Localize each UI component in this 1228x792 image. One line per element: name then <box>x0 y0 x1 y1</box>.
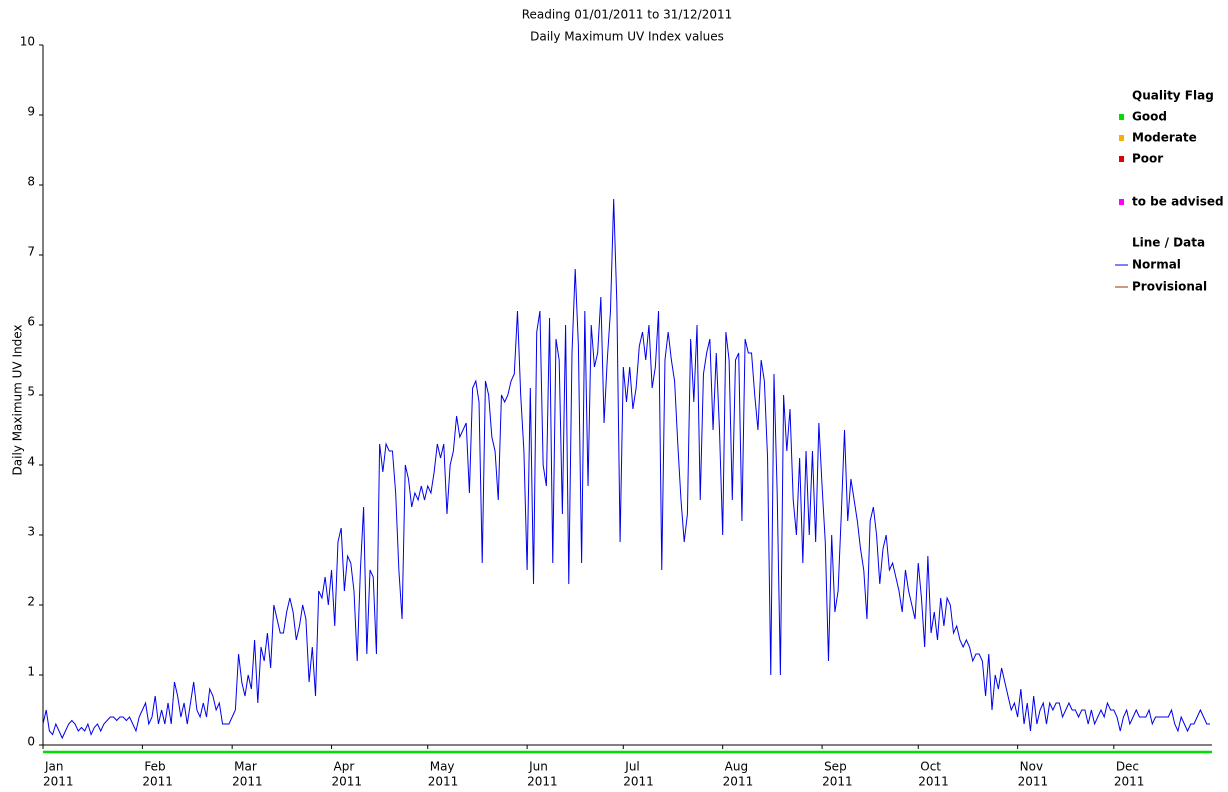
legend-swatch <box>1119 114 1124 120</box>
legend-label: Normal <box>1132 258 1181 272</box>
y-tick-label: 4 <box>27 455 35 469</box>
y-axis-label: Daily Maximum UV Index <box>11 325 25 476</box>
x-tick-label: 2011 <box>142 775 173 789</box>
legend-label: Good <box>1132 110 1167 124</box>
x-tick-label: 2011 <box>43 775 74 789</box>
legend-title: Quality Flag <box>1132 89 1214 103</box>
x-tick-label: 2011 <box>723 775 754 789</box>
data-line <box>42 198 1210 740</box>
x-tick-label: May <box>430 760 455 774</box>
y-tick-label: 1 <box>27 665 35 679</box>
x-tick-label: Jul <box>624 760 639 774</box>
y-tick-label: 3 <box>27 525 35 539</box>
legend-label: Moderate <box>1132 131 1197 145</box>
x-tick-label: 2011 <box>527 775 558 789</box>
legend-title: Line / Data <box>1132 236 1205 250</box>
x-tick-label: 2011 <box>822 775 853 789</box>
x-tick-label: 2011 <box>232 775 263 789</box>
x-tick-label: Jun <box>528 760 548 774</box>
x-tick-label: Mar <box>234 760 257 774</box>
y-tick-label: 9 <box>27 105 35 119</box>
x-tick-label: Feb <box>144 760 165 774</box>
y-tick-label: 5 <box>27 385 35 399</box>
x-tick-label: Apr <box>334 760 355 774</box>
legend-label: to be advised <box>1132 195 1224 209</box>
x-tick-label: Aug <box>725 760 748 774</box>
y-tick-label: 7 <box>27 245 35 259</box>
legend-swatch <box>1119 199 1124 205</box>
x-tick-label: 2011 <box>623 775 654 789</box>
legend-label: Provisional <box>1132 280 1207 294</box>
y-tick-label: 10 <box>20 35 35 49</box>
x-tick-label: Oct <box>920 760 941 774</box>
x-tick-label: Nov <box>1020 760 1043 774</box>
chart-title: Reading 01/01/2011 to 31/12/2011 <box>522 8 733 22</box>
legend-swatch <box>1119 135 1124 141</box>
y-tick-label: 0 <box>27 735 35 749</box>
x-tick-label: 2011 <box>1114 775 1145 789</box>
y-tick-label: 6 <box>27 315 35 329</box>
x-tick-label: 2011 <box>428 775 459 789</box>
chart-subtitle: Daily Maximum UV Index values <box>530 30 724 44</box>
x-tick-label: 2011 <box>1018 775 1049 789</box>
legend-swatch <box>1119 156 1124 162</box>
y-tick-label: 2 <box>27 595 35 609</box>
x-tick-label: Dec <box>1116 760 1139 774</box>
x-tick-label: 2011 <box>332 775 363 789</box>
x-tick-label: Jan <box>44 760 64 774</box>
y-tick-label: 8 <box>27 175 35 189</box>
legend-label: Poor <box>1132 152 1163 166</box>
x-tick-label: 2011 <box>918 775 949 789</box>
x-tick-label: Sep <box>824 760 847 774</box>
